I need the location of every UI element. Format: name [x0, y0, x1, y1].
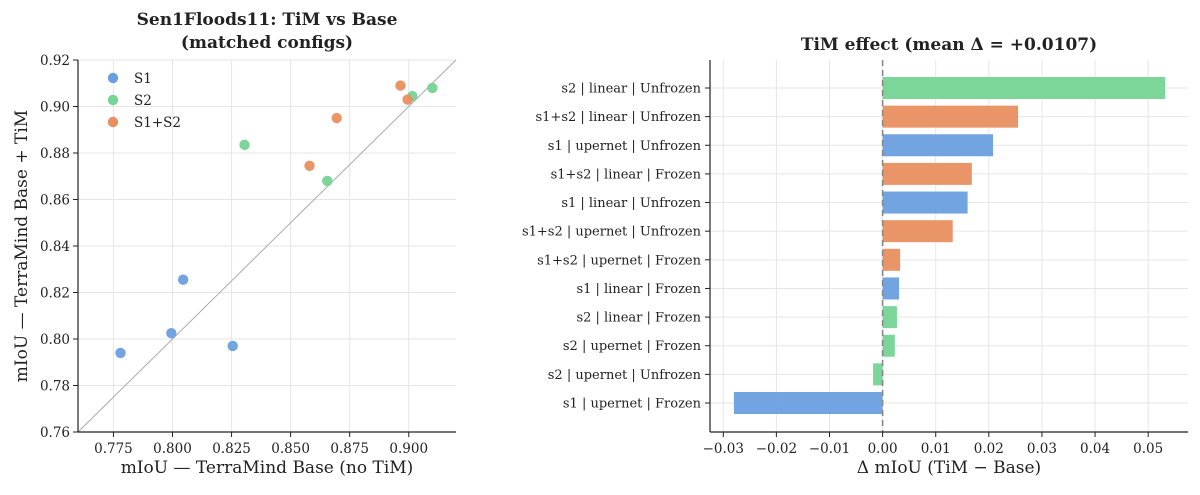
- scatter-legend: S1 S2 S1+S2: [107, 71, 181, 131]
- scatter-chart: Sen1Floods11: TiM vs Base (matched confi…: [12, 10, 457, 478]
- bar: [882, 191, 968, 214]
- scatter-points: [115, 80, 438, 359]
- bar-x-tick-label: −0.03: [703, 441, 744, 457]
- bar-category-label: s1+s2 | linear | Frozen: [551, 167, 702, 182]
- scatter-y-axis-label: mIoU — TerraMind Base + TiM: [12, 110, 32, 382]
- scatter-point: [402, 94, 413, 105]
- bar: [882, 220, 953, 243]
- bar-x-ticks: −0.03 −0.02 −0.01 0.00 0.01 0.02 0.03 0.04 0.05: [703, 432, 1163, 457]
- bar-x-tick-label: 0.02: [974, 441, 1004, 457]
- scatter-title-line2: (matched configs): [181, 33, 353, 53]
- scatter-x-tick-label: 0.800: [153, 441, 192, 457]
- scatter-y-tick-label: 0.84: [40, 239, 70, 255]
- bar-category-label: s1 | linear | Unfrozen: [561, 196, 701, 211]
- scatter-x-tick-label: 0.900: [389, 441, 428, 457]
- scatter-title-line1: Sen1Floods11: TiM vs Base: [137, 10, 398, 30]
- bar: [882, 277, 900, 300]
- bar-category-label: s1+s2 | upernet | Frozen: [537, 253, 702, 268]
- scatter-x-tick-label: 0.825: [212, 441, 251, 457]
- scatter-point: [166, 327, 177, 339]
- bar-category-labels: s2 | linear | Unfrozen s1+s2 | linear | U…: [522, 82, 710, 412]
- bar: [882, 306, 897, 329]
- scatter-y-tick-label: 0.82: [40, 286, 70, 302]
- bar-rects: [733, 77, 1166, 414]
- scatter-point: [304, 160, 315, 171]
- bar: [882, 77, 1166, 99]
- bar-category-label: s1+s2 | upernet | Unfrozen: [522, 225, 702, 240]
- bar-category-label: s1 | upernet | Unfrozen: [548, 139, 702, 154]
- scatter-diagonal: [77, 59, 457, 433]
- bar-x-axis-label: Δ mIoU (TiM − Base): [857, 458, 1041, 478]
- scatter-y-tick-label: 0.92: [40, 53, 70, 69]
- bar-x-tick-label: −0.02: [756, 441, 797, 457]
- bar-category-label: s1 | upernet | Frozen: [563, 397, 702, 412]
- legend-label: S2: [134, 93, 152, 109]
- bar: [882, 248, 901, 271]
- bar: [882, 162, 972, 185]
- legend-marker: [107, 94, 119, 106]
- scatter-x-tick-label: 0.775: [94, 441, 133, 457]
- bar-category-label: s2 | upernet | Unfrozen: [548, 368, 702, 383]
- scatter-point: [331, 112, 342, 124]
- scatter-point: [322, 175, 333, 187]
- bar-x-tick-label: 0.01: [921, 441, 951, 457]
- scatter-y-tick-label: 0.86: [40, 193, 70, 209]
- legend-label: S1: [134, 71, 152, 87]
- scatter-x-tick-label: 0.875: [330, 441, 369, 457]
- bar: [882, 334, 895, 357]
- scatter-point: [177, 274, 189, 285]
- bar-x-tick-label: 0.03: [1027, 441, 1057, 457]
- bar: [882, 105, 1019, 128]
- scatter-point: [427, 82, 438, 94]
- bar-category-label: s1 | linear | Frozen: [576, 282, 701, 297]
- scatter-y-tick-label: 0.76: [40, 425, 70, 441]
- scatter-x-ticks: 0.775 0.800 0.825 0.850 0.875 0.900: [94, 432, 428, 457]
- scatter-y-tick-label: 0.78: [40, 379, 70, 395]
- scatter-y-tick-label: 0.88: [40, 146, 70, 162]
- scatter-x-axis-label: mIoU — TerraMind Base (no TiM): [121, 458, 414, 478]
- bar-category-label: s2 | upernet | Frozen: [563, 339, 702, 354]
- scatter-point: [115, 347, 126, 359]
- scatter-grid: [78, 59, 456, 433]
- bar-x-tick-label: 0.00: [868, 441, 898, 457]
- bar-category-label: s1+s2 | linear | Unfrozen: [535, 110, 701, 125]
- legend-label: S1+S2: [134, 115, 181, 131]
- scatter-point: [227, 340, 238, 352]
- legend-marker: [107, 72, 119, 84]
- bar: [873, 363, 883, 386]
- bar-category-label: s2 | linear | Frozen: [576, 311, 701, 326]
- bar-x-tick-label: −0.01: [809, 441, 850, 457]
- bar-chart: TiM effect (mean Δ = +0.0107) −0.03 −0.02…: [522, 35, 1188, 478]
- scatter-point: [239, 139, 250, 151]
- scatter-diagonal-line: [77, 59, 457, 433]
- bar-x-tick-label: 0.05: [1133, 441, 1163, 457]
- bar-x-tick-label: 0.04: [1080, 441, 1110, 457]
- scatter-y-tick-label: 0.90: [40, 100, 70, 116]
- scatter-x-tick-label: 0.850: [271, 441, 310, 457]
- bar-title: TiM effect (mean Δ = +0.0107): [801, 35, 1097, 55]
- scatter-y-ticks: 0.76 0.78 0.80 0.82 0.84 0.86 0.88 0.90 0.92: [40, 53, 78, 441]
- bar: [882, 134, 994, 157]
- scatter-point: [395, 80, 406, 91]
- bar: [733, 392, 883, 414]
- legend-marker: [107, 116, 119, 128]
- bar-category-label: s2 | linear | Unfrozen: [561, 82, 701, 97]
- scatter-y-tick-label: 0.80: [40, 332, 70, 348]
